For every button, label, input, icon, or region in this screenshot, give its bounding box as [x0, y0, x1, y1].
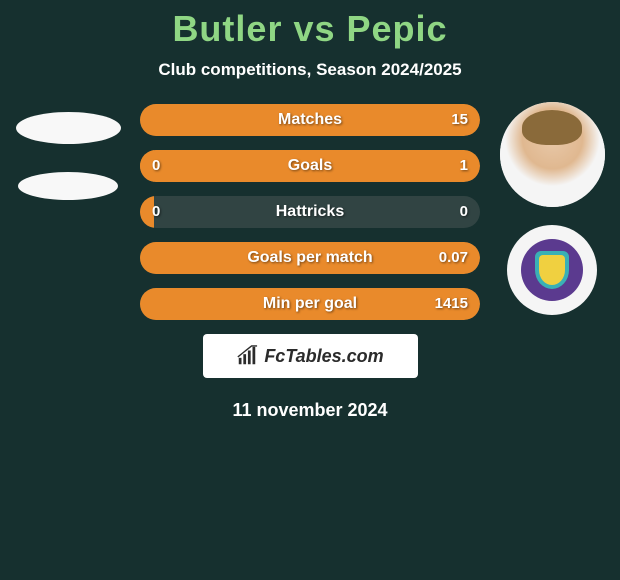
right-player-avatar — [500, 102, 605, 207]
date-label: 11 november 2024 — [0, 400, 620, 421]
right-player-column — [492, 102, 612, 315]
subtitle: Club competitions, Season 2024/2025 — [0, 60, 620, 80]
brand-chart-icon — [236, 345, 258, 367]
brand-badge: FcTables.com — [203, 334, 418, 378]
stats-bars: Matches15Goals01Hattricks00Goals per mat… — [140, 102, 480, 320]
stat-bar: Goals0 1 — [140, 150, 480, 182]
stat-label: Matches — [140, 104, 480, 136]
club-badge-icon — [521, 239, 583, 301]
club-shield-icon — [535, 251, 569, 289]
right-club-logo — [507, 225, 597, 315]
player-hair-icon — [522, 110, 582, 145]
left-club-logo-placeholder — [18, 172, 118, 200]
stat-value-left: 0 — [152, 150, 160, 182]
left-player-column — [8, 102, 128, 200]
stat-label: Min per goal — [140, 288, 480, 320]
stat-value-right: 0.07 — [439, 242, 468, 274]
stat-value-right: 0 — [460, 196, 468, 228]
stat-bar: Min per goal1415 — [140, 288, 480, 320]
left-player-avatar-placeholder — [16, 112, 121, 144]
brand-text: FcTables.com — [264, 346, 383, 367]
page-title: Butler vs Pepic — [0, 0, 620, 50]
stat-value-right: 1415 — [435, 288, 468, 320]
stat-bar: Goals per match0.07 — [140, 242, 480, 274]
comparison-main: Matches15Goals01Hattricks00Goals per mat… — [0, 102, 620, 320]
stat-value-right: 1 — [460, 150, 468, 182]
stat-bar: Hattricks0 0 — [140, 196, 480, 228]
stat-bar: Matches15 — [140, 104, 480, 136]
stat-value-right: 15 — [451, 104, 468, 136]
stat-label: Hattricks — [140, 196, 480, 228]
stat-value-left: 0 — [152, 196, 160, 228]
stat-label: Goals — [140, 150, 480, 182]
stat-label: Goals per match — [140, 242, 480, 274]
